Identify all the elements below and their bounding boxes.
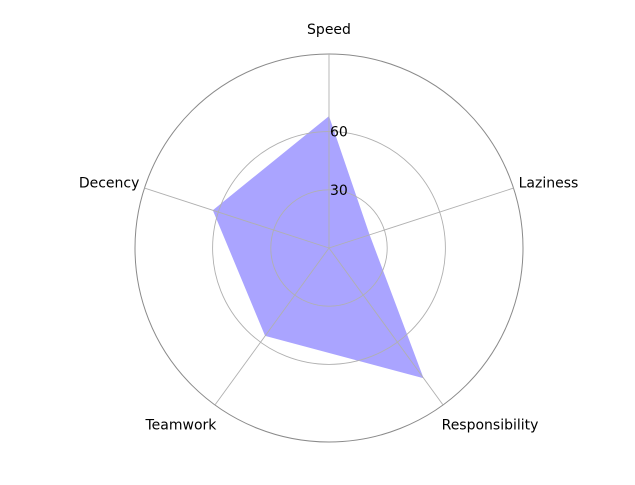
grid-layer	[134, 53, 524, 443]
axis-label-laziness: Laziness	[519, 176, 579, 192]
rgrid-tick-label: 60	[330, 125, 348, 141]
axis-label-decency: Decency	[79, 176, 140, 192]
spoke-line	[214, 247, 330, 406]
spoke-line	[328, 187, 514, 249]
rgrid-tick-label: 30	[330, 183, 348, 199]
axis-label-speed: Speed	[307, 22, 351, 38]
spoke-line	[144, 187, 330, 249]
axis-label-teamwork: Teamwork	[145, 418, 218, 434]
series-layer	[212, 116, 424, 379]
axis-label-responsibility: Responsibility	[442, 418, 539, 434]
series-area	[212, 116, 424, 379]
spoke-line	[328, 247, 444, 406]
label-layer: Speed Laziness Responsibility Teamwork Decen…	[79, 22, 578, 434]
